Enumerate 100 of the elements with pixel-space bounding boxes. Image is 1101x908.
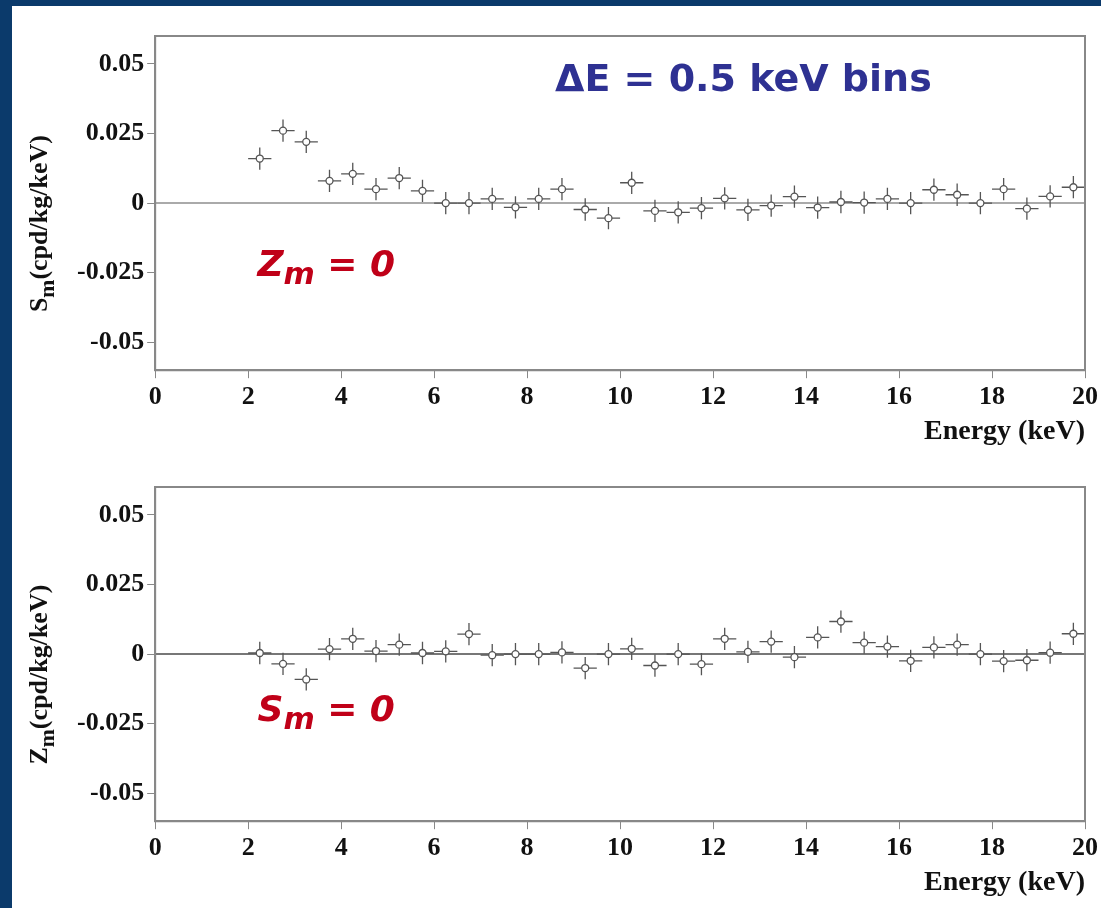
point	[836, 197, 846, 207]
point	[813, 633, 822, 642]
point	[511, 649, 520, 659]
point	[720, 634, 729, 643]
y-tick-label: -0.05	[89, 777, 145, 807]
point	[929, 185, 939, 194]
point	[534, 649, 543, 659]
y-tick-label: -0.05	[89, 326, 145, 356]
point	[790, 192, 799, 201]
point	[627, 644, 636, 653]
point	[325, 176, 334, 185]
annotation: ΔE = 0.5 keV bins	[554, 56, 932, 101]
point	[953, 190, 962, 199]
x-tick-label: 18	[979, 831, 1006, 861]
point	[557, 648, 567, 657]
y-tick-label: -0.025	[76, 707, 145, 737]
point	[697, 659, 706, 669]
point	[720, 194, 729, 203]
y-tick-label: 0	[131, 186, 145, 216]
point	[1069, 629, 1078, 638]
point	[743, 647, 753, 657]
point	[906, 656, 915, 665]
x-tick-label: 10	[607, 380, 634, 410]
point	[906, 198, 915, 208]
x-tick-label: 20	[1072, 831, 1098, 861]
point	[464, 629, 474, 639]
point	[813, 203, 822, 212]
point	[743, 205, 753, 214]
x-tick-label: 20	[1072, 380, 1098, 410]
point	[325, 644, 334, 654]
x-tick-label: 16	[886, 831, 913, 861]
point	[511, 203, 520, 212]
y-tick-label: 0.05	[98, 498, 145, 528]
point	[836, 617, 846, 626]
point	[604, 213, 613, 223]
point	[348, 634, 357, 643]
annotation: Z$_{m}$ = 0	[257, 243, 396, 292]
point	[441, 198, 450, 208]
point	[1045, 192, 1055, 201]
x-tick-label: 18	[979, 380, 1006, 410]
point	[1022, 204, 1032, 213]
x-axis-title: Energy (keV)	[924, 414, 1085, 446]
point	[953, 640, 962, 649]
annotation: S$_{m}$ = 0	[257, 687, 395, 736]
x-tick-label: 4	[334, 380, 348, 410]
x-tick-label: 14	[793, 831, 820, 861]
point	[488, 651, 497, 660]
x-tick-label: 2	[241, 831, 255, 861]
point	[883, 194, 892, 204]
y-tick-label: 0.025	[85, 568, 145, 598]
x-tick-label: 6	[427, 831, 441, 861]
point	[767, 201, 776, 210]
point	[697, 203, 706, 213]
point	[604, 649, 613, 659]
x-tick-label: 8	[520, 831, 534, 861]
point	[860, 198, 869, 207]
point	[976, 198, 985, 208]
x-tick-label: 14	[793, 380, 820, 410]
y-tick-label: -0.025	[76, 256, 145, 286]
x-tick-label: 8	[520, 380, 534, 410]
x-axis-title: Energy (keV)	[924, 865, 1085, 897]
point	[278, 659, 288, 668]
x-tick-label: 4	[334, 831, 348, 861]
point	[860, 638, 869, 647]
point	[929, 643, 939, 652]
point	[395, 640, 404, 649]
point	[464, 198, 474, 208]
point	[557, 185, 567, 194]
x-tick-label: 2	[241, 380, 255, 410]
point	[999, 656, 1008, 666]
point	[371, 185, 381, 194]
point	[302, 137, 311, 146]
x-tick-label: 10	[607, 831, 634, 861]
point	[278, 126, 288, 135]
point	[348, 169, 357, 179]
point	[883, 642, 892, 651]
point	[767, 637, 776, 646]
point	[1069, 183, 1078, 192]
point	[255, 154, 264, 163]
point	[674, 208, 683, 217]
point	[255, 648, 264, 658]
y-tick-label: 0.05	[98, 47, 145, 77]
point	[581, 663, 590, 673]
point	[650, 206, 660, 216]
point	[1045, 648, 1055, 657]
point	[488, 194, 497, 204]
x-tick-label: 6	[427, 380, 441, 410]
point	[534, 194, 543, 204]
point	[302, 675, 311, 684]
point	[371, 646, 381, 656]
point	[418, 648, 427, 658]
point	[418, 186, 427, 195]
point	[976, 649, 985, 659]
point	[1022, 656, 1032, 665]
point	[441, 647, 450, 656]
x-tick-label: 16	[886, 380, 913, 410]
point	[999, 185, 1008, 194]
point	[650, 661, 660, 670]
point	[627, 178, 636, 187]
y-tick-label: 0.025	[85, 117, 145, 147]
